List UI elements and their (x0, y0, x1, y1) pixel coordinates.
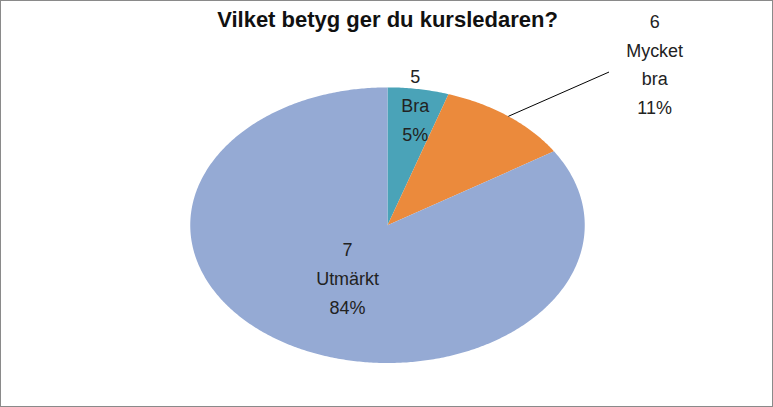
svg-text:5Bra5%: 5Bra5% (401, 67, 429, 145)
html-text:Vilket betyg ger du kursledare: Vilket betyg ger du kursledaren? (217, 7, 558, 32)
svg-text:7Utmärkt84%: 7Utmärkt84% (316, 240, 379, 318)
svg-text:6Mycketbra11%: 6Mycketbra11% (626, 12, 683, 118)
